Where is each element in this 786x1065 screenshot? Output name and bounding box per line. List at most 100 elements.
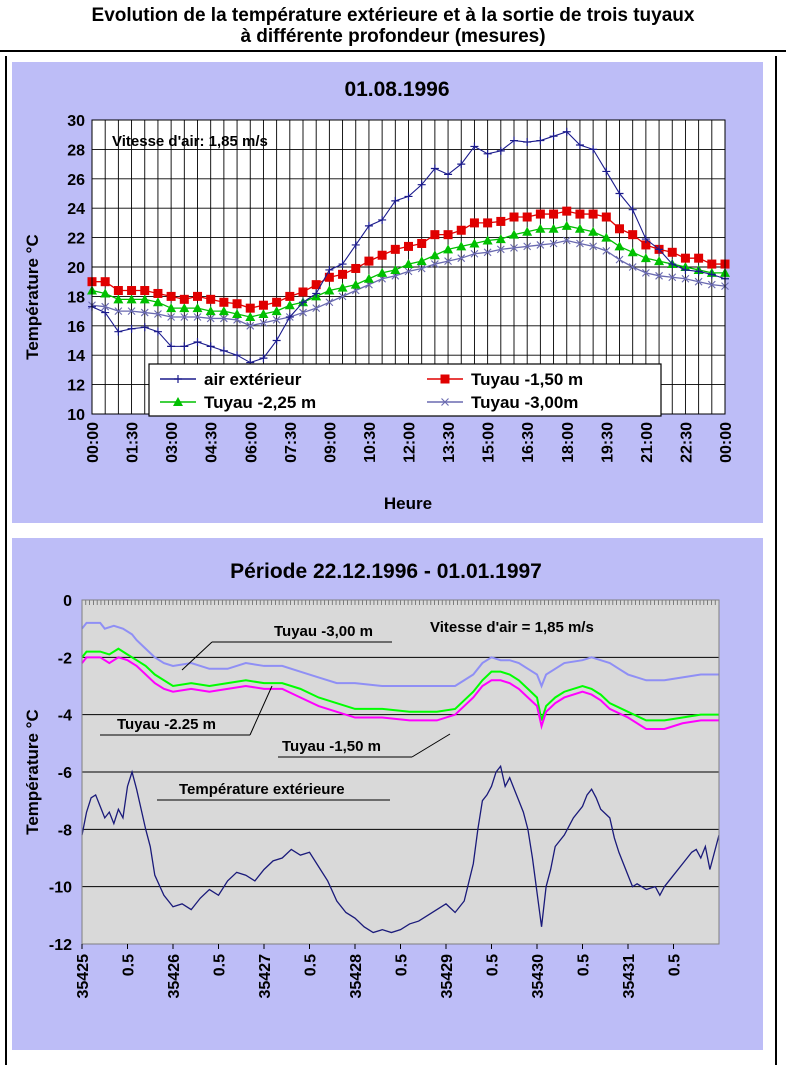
chart-summer-series-air-exterieur-point <box>615 189 624 198</box>
chart-winter-x-tick-label: 0.5 <box>576 954 593 976</box>
chart-summer-series-air-exterieur-point <box>444 170 453 179</box>
chart-summer-series-tuyau-1-50-m-point <box>285 291 295 301</box>
chart-winter-callout-tuyau-3-00-m-leader <box>181 641 213 671</box>
chart-summer-series-tuyau-1-50-m-point <box>166 291 176 301</box>
chart-summer-series-tuyau-1-50-m-point <box>298 287 308 297</box>
chart-summer-series-tuyau-2-25-m-point <box>429 250 440 260</box>
chart-summer-series-air-exterieur-point <box>299 298 307 307</box>
chart-summer-y-tick-label: 20 <box>67 260 85 277</box>
chart-summer-y-axis-label: Température °C <box>23 234 42 360</box>
chart-summer-series-air-exterieur-point <box>193 337 202 346</box>
chart-summer-series-tuyau-3-00m-point <box>114 307 123 315</box>
chart-summer-series-tuyau-1-50-m-point <box>245 303 255 313</box>
chart-summer-series-tuyau-3-00m-point <box>140 308 149 317</box>
chart-summer-series-tuyau-1-50-m-point <box>179 294 189 304</box>
chart-summer-series-tuyau-3-00m-point <box>180 313 189 321</box>
chart-summer-series-tuyau-3-00m-point <box>272 316 281 324</box>
chart-summer-legend-tuyau-1-50-m: Tuyau -1,50 m <box>427 370 583 389</box>
chart-summer-series-air-exterieur-point <box>180 342 189 351</box>
chart-summer-series-tuyau-3-00m-point <box>523 242 532 251</box>
chart-summer-legend-tuyau-2-25-m-marker <box>173 397 183 406</box>
chart-summer-series-air-exterieur-point <box>114 327 123 336</box>
chart-summer-series-tuyau-2-25-m-point <box>601 232 612 242</box>
chart-summer-series-tuyau-1-50-m-point <box>694 253 704 263</box>
chart-summer-series-tuyau-3-00m-point <box>206 314 215 323</box>
chart-summer-series-air-exterieur-point <box>312 289 321 298</box>
chart-winter-callout-temperature-exterieure: Température extérieure <box>157 781 390 801</box>
chart-summer-series-tuyau-1-50-m-point <box>351 263 361 273</box>
page-title-line-2: à différente profondeur (mesures) <box>240 26 546 47</box>
chart-winter-y-axis-label: Température °C <box>23 709 42 835</box>
chart-summer-series-tuyau-1-50-m-point <box>404 241 413 251</box>
chart-summer-series-air-exterieur-point <box>483 149 492 158</box>
chart-summer-series-tuyau-2-25-m-point <box>403 259 414 269</box>
chart-summer-x-tick-label: 12:00 <box>402 422 419 463</box>
chart-summer-series-air-exterieur-point <box>127 324 136 333</box>
chart-summer-series-tuyau-2-25-m-point <box>456 241 467 251</box>
chart-summer-series-tuyau-2-25-m-point <box>179 303 190 313</box>
chart-summer-series-tuyau-2-25-m-point <box>522 226 533 236</box>
chart-summer-series-tuyau-2-25-m-point <box>100 288 111 298</box>
chart-summer-series-tuyau-3-00m-point <box>681 274 690 283</box>
chart-summer-series-tuyau-3-00m-point <box>576 239 584 248</box>
chart-winter-callout-tuyau-2-25-m-label: Tuyau -2.25 m <box>117 716 216 733</box>
chart-summer-series-tuyau-2-25-m-point <box>363 273 374 283</box>
chart-summer-series-tuyau-2-25-m-point <box>377 267 388 277</box>
chart-summer-series-air-exterieur-point <box>351 240 360 249</box>
chart-summer-series-tuyau-1-50-m-point <box>443 230 453 240</box>
chart-summer-series-air-exterieur-point <box>206 342 215 351</box>
chart-winter-x-tick-label: 35428 <box>348 954 365 999</box>
chart-summer-y-tick-label: 22 <box>67 231 85 248</box>
chart-summer-series-air-exterieur-point <box>510 136 518 145</box>
chart-summer-series-tuyau-1-50-m-point <box>140 286 150 296</box>
chart-summer-series-air-exterieur-point <box>457 160 466 169</box>
chart-summer-series-tuyau-3-00m-point <box>668 273 677 282</box>
chart-summer-series-air-exterieur-point <box>101 308 110 317</box>
chart-summer-y-tick-label: 10 <box>67 407 85 424</box>
chart-winter-callout-tuyau-1-50-m-label: Tuyau -1,50 m <box>282 738 381 755</box>
chart-summer-series-tuyau-1-50-m-point <box>153 288 163 298</box>
chart-summer-series-air-exterieur-point <box>575 140 584 149</box>
chart-winter-x-tick-label: 0.5 <box>394 954 411 976</box>
chart-winter-svg: Période 22.12.1996 - 01.01.1997 Tuyau -3… <box>23 560 720 999</box>
chart-summer-series-air-exterieur-point <box>694 267 703 276</box>
chart-summer-series-tuyau-1-50-m-point <box>390 244 400 254</box>
chart-summer-series-tuyau-1-50-m-point <box>430 230 440 240</box>
chart-summer-series-tuyau-3-00m-point <box>299 308 307 317</box>
chart-summer-x-tick-label: 04:30 <box>204 422 221 463</box>
chart-summer-series-tuyau-3-00m-point <box>536 241 545 249</box>
chart-summer-series-tuyau-1-50-m-point <box>377 250 387 260</box>
chart-summer-y-tick-label: 18 <box>67 289 85 306</box>
chart-summer-series-tuyau-1-50-m-point <box>588 209 598 219</box>
chart-winter-x-tick-label: 0.5 <box>212 954 229 976</box>
chart-summer-series-air-exterieur-point <box>549 132 558 141</box>
chart-winter-callout-tuyau-2-25-m-leader <box>249 685 273 736</box>
chart-summer-series-air-exterieur-point <box>707 270 716 279</box>
chart-summer-y-tick-label: 16 <box>67 319 85 336</box>
chart-summer-series-air-exterieur-point <box>378 215 387 224</box>
chart-summer-series-tuyau-2-25-m-point <box>139 294 150 304</box>
chart-summer-series-tuyau-3-00m-point <box>589 242 598 251</box>
chart-summer-legend-air-exterieur-label: air extérieur <box>204 370 302 389</box>
chart-summer-series-tuyau-3-00m-point <box>193 313 202 321</box>
chart-summer-legend-tuyau-3-00m-marker <box>441 398 449 406</box>
chart-summer-series-tuyau-2-25-m-point <box>192 303 203 313</box>
page-frame <box>5 56 777 1065</box>
chart-summer-series-tuyau-2-25-m-point <box>416 256 427 266</box>
chart-summer-series-tuyau-1-50-m-point <box>667 247 677 257</box>
chart-summer-series-tuyau-1-50-m-point <box>456 225 466 235</box>
chart-summer-series-air-exterieur-point <box>219 346 228 355</box>
chart-winter-title: Période 22.12.1996 - 01.01.1997 <box>230 560 542 583</box>
chart-summer-series-tuyau-1-50-m-point <box>113 286 123 296</box>
chart-summer-series-tuyau-3-00m-point <box>615 255 624 264</box>
chart-summer-series-tuyau-1-50-m-point <box>311 280 321 290</box>
chart-summer-series-tuyau-1-50-m-point <box>272 297 282 307</box>
chart-summer-series-tuyau-2-25-m-point <box>495 234 506 244</box>
chart-summer-series-tuyau-1-50-m-point <box>469 218 479 228</box>
chart-summer-x-tick-label: 00:00 <box>85 422 102 463</box>
chart-summer-series-air-exterieur-point <box>417 180 426 189</box>
chart-summer-legend-tuyau-2-25-m-label: Tuyau -2,25 m <box>204 393 316 412</box>
chart-summer-series-tuyau-3-00m-point <box>444 257 452 266</box>
chart-summer-series-tuyau-1-50-m-point <box>575 209 585 219</box>
chart-summer-series-tuyau-2-25-m-point <box>166 303 177 313</box>
